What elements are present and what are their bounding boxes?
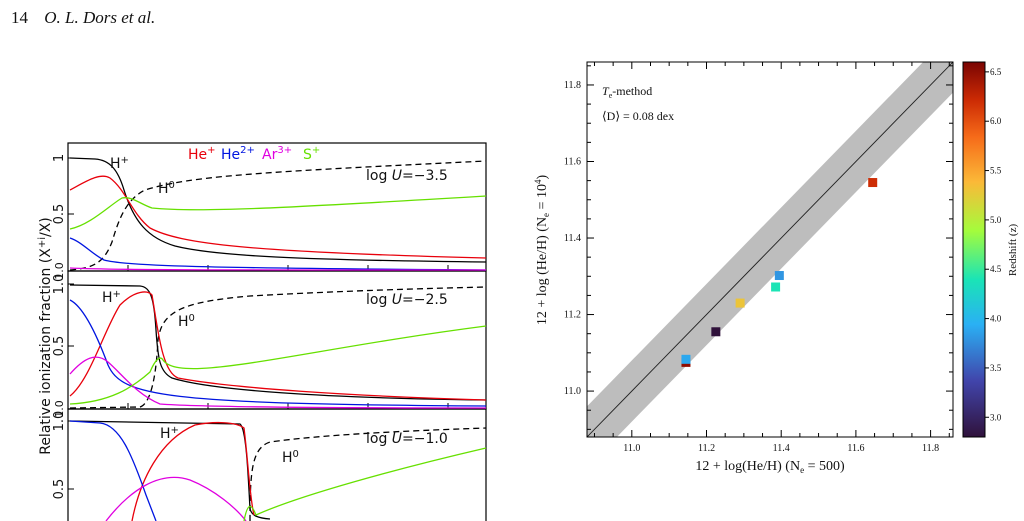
y-ticks: 11.0 11.2 11.4 11.6 11.8 [564, 65, 953, 430]
colorbar-tick-label-4.0: 4.0 [990, 314, 1002, 324]
ionization-fraction-figure: 1 0.5 1.0 1.0 0.5 1.0 1.0 0.5 Relative i… [37, 142, 487, 521]
data-point-1 [681, 357, 691, 367]
colorbar-tick-label-6.0: 6.0 [990, 116, 1002, 126]
x-tick-label-11.6: 11.6 [847, 443, 864, 454]
panel-1-tick-05: 0.5 [52, 204, 67, 225]
panel-1-Splus-curve [69, 195, 487, 230]
panel-1-curves [69, 157, 487, 271]
identity-band [587, 62, 953, 437]
x-ticks: 11.0 11.2 11.4 11.6 11.8 [593, 62, 950, 454]
panel-2-tick-1: 1.0 [52, 274, 67, 295]
panel-ticks [68, 157, 449, 490]
page-number: 14 [11, 8, 28, 27]
data-point-7 [868, 178, 878, 188]
panel-1-Heplus2-curve [69, 237, 487, 271]
y-tick-label-11.2: 11.2 [564, 310, 581, 321]
data-point-6 [774, 271, 784, 281]
y-tick-label-11.0: 11.0 [564, 386, 581, 397]
plot-frame [586, 61, 954, 438]
x-tick-label-11.0: 11.0 [623, 443, 640, 454]
x-tick-label-11.2: 11.2 [698, 443, 715, 454]
colorbar-tick-label-4.5: 4.5 [990, 264, 1002, 274]
data-point-2 [681, 354, 691, 364]
panel-3-H0-curve [249, 427, 487, 521]
identity-band-group [587, 62, 953, 437]
data-point-5 [771, 282, 781, 292]
page-header: 14 O. L. Dors et al. [11, 8, 155, 28]
y-tick-label-11.4: 11.4 [564, 233, 581, 244]
colorbar-tick-label-5.0: 5.0 [990, 215, 1002, 225]
x-tick-label-11.8: 11.8 [922, 443, 939, 454]
method-annotation: Te-method [602, 84, 652, 100]
panel-2-Hplus-label: H+ [102, 289, 121, 306]
panel-frames [67, 142, 487, 521]
ion-legend-Heplus: He+ [188, 145, 216, 163]
identity-line [587, 62, 953, 437]
panel-3-tick-1: 1.0 [52, 411, 67, 432]
data-point-4 [735, 298, 745, 308]
colorbar-ticks: 3.0 3.5 4.0 4.5 5.0 5.5 6.0 6.5 [985, 67, 1002, 422]
panel-2-Heplus2-curve [69, 299, 487, 407]
panel-3-Heplus-curve [131, 421, 255, 521]
panel-1-H0-label: H0 [158, 180, 175, 197]
panel-2-tick-05: 0.5 [52, 336, 67, 357]
panel-2-H0-curve [69, 286, 487, 409]
panel-2-Ar3plus-curve [69, 356, 487, 409]
panel-3-frame [67, 408, 487, 521]
panel-3-Hplus-label: H+ [160, 425, 179, 442]
colorbar-label: Redshift (z) [1007, 224, 1019, 277]
ion-legend-Splus: S+ [303, 145, 320, 163]
panel-3-Heplus2-curve [69, 420, 157, 521]
colorbar-tick-label-6.5: 6.5 [990, 67, 1002, 77]
panel-1-tick-bottom: 1.0 [53, 262, 66, 280]
panel-1-Heplus-curve [69, 175, 487, 259]
y-tick-label-11.8: 11.8 [564, 80, 581, 91]
panel-3-tick-05: 0.5 [52, 479, 67, 500]
panel-3-curves [69, 420, 487, 521]
panel-2-Splus-curve [69, 325, 487, 405]
panel-1-Hplus-label: H+ [110, 155, 129, 172]
panel-3-Splus-curve [243, 447, 487, 521]
panel-3-Ar3plus-curve [105, 476, 247, 521]
y-tick-label-11.6: 11.6 [564, 156, 581, 167]
panel-1-Hplus-curve [69, 157, 487, 263]
x-tick-label-11.4: 11.4 [773, 443, 790, 454]
panel-2-tick-bottom: 1.0 [53, 400, 66, 418]
data-point-3 [711, 327, 721, 337]
panel-2-logU-label: log U=−2.5 [366, 292, 448, 308]
colorbar-tick-label-5.5: 5.5 [990, 166, 1002, 176]
colorbar [962, 61, 986, 438]
panel-2-Heplus-curve [69, 291, 487, 401]
panel-3-logU-label: log U=−1.0 [366, 431, 448, 447]
panel-3-H0-label: H0 [282, 449, 299, 466]
panel-2-curves [69, 284, 487, 409]
colorbar-tick-label-3.5: 3.5 [990, 363, 1002, 373]
colorbar-tick-label-3.0: 3.0 [990, 412, 1002, 422]
ion-legend-He2plus: He2+ [221, 145, 255, 163]
scatter-points [681, 178, 878, 367]
authors: O. L. Dors et al. [44, 8, 156, 27]
dispersion-annotation: ⟨D⟩ = 0.08 dex [602, 109, 674, 123]
panel-1-H0-curve [69, 160, 487, 271]
panel-1-logU-label: log U=−3.5 [366, 168, 448, 184]
x-axis-label: 12 + log(He/H) (Ne = 500) [695, 459, 845, 475]
y-axis-label: 12 + log (He/H) (Ne = 104) [533, 175, 551, 326]
panel-2-H0-label: H0 [178, 313, 195, 330]
panel-1-Ar3plus-curve [69, 267, 487, 271]
panel-3-Hplus-curve [69, 420, 271, 520]
panel-1-tick-1: 1 [52, 154, 67, 162]
left-ylabel: Relative ionization fraction (X+i/X) [37, 217, 54, 455]
ion-legend-Ar3plus: Ar3+ [262, 145, 292, 163]
